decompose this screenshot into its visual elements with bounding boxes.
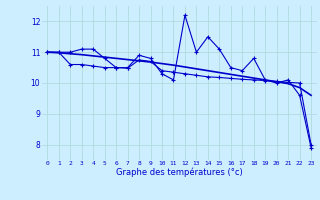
X-axis label: Graphe des températures (°c): Graphe des températures (°c) [116, 168, 243, 177]
